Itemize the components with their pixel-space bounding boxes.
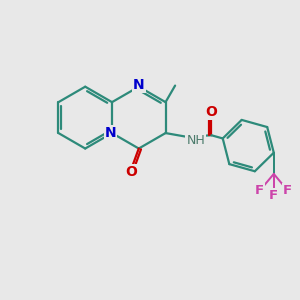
- Text: N: N: [133, 78, 145, 92]
- Text: F: F: [255, 184, 264, 197]
- Text: O: O: [125, 165, 137, 179]
- Text: O: O: [206, 105, 218, 119]
- Text: F: F: [283, 184, 292, 197]
- Text: N: N: [105, 126, 116, 140]
- Text: NH: NH: [187, 134, 205, 147]
- Text: F: F: [269, 189, 278, 202]
